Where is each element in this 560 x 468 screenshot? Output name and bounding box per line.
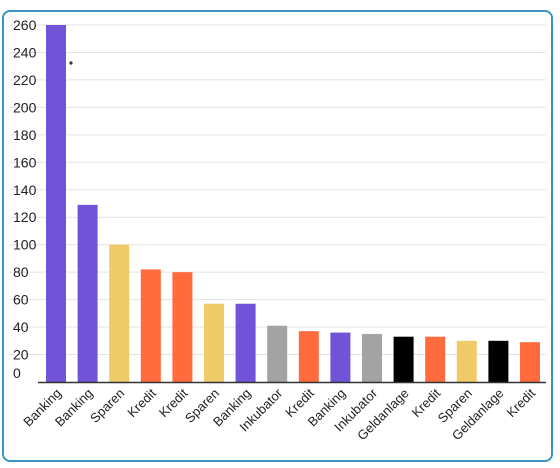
- y-axis-ticks: 0 20 40 60 80 100 120 140 160 180 200 220 240 260: [13, 17, 37, 381]
- y-tick-label: 0: [13, 365, 21, 381]
- bar-kredit: [140, 269, 161, 382]
- bar-geldanlage: [393, 336, 414, 382]
- bar-sparen: [204, 303, 224, 382]
- y-tick-label: 220: [13, 72, 37, 88]
- x-axis-labels: BankingBankingSparenKreditKreditSparenBa…: [20, 385, 538, 443]
- y-tick-label: 160: [13, 154, 37, 170]
- y-tick-label: 40: [13, 319, 29, 335]
- bar-sparen: [456, 340, 477, 382]
- y-tick-label: 100: [13, 237, 37, 253]
- bar-geldanlage: [488, 340, 509, 382]
- x-tick-label: Sparen: [87, 386, 127, 426]
- bars: [46, 25, 540, 382]
- bar-inkubator: [362, 333, 382, 382]
- gridlines: [10, 24, 546, 356]
- stray-dot: [69, 61, 73, 65]
- x-tick-label: Kredit: [503, 385, 538, 420]
- bar-sparen: [109, 244, 130, 382]
- bar-kredit: [520, 342, 540, 382]
- y-tick-label: 120: [13, 209, 37, 225]
- bar-banking: [77, 204, 98, 382]
- y-tick-label: 260: [13, 17, 37, 33]
- y-tick-label: 20: [13, 347, 29, 363]
- bar-kredit: [425, 336, 446, 382]
- x-tick-label: Kredit: [124, 385, 159, 420]
- y-tick-label: 80: [13, 264, 29, 280]
- bar-banking: [235, 303, 256, 382]
- y-tick-label: 200: [13, 99, 37, 115]
- y-tick-label: 140: [13, 182, 37, 198]
- y-tick-label: 60: [13, 292, 29, 308]
- y-tick-label: 240: [13, 44, 37, 60]
- bar-kredit: [298, 331, 319, 382]
- bar-banking: [46, 25, 66, 382]
- y-tick-label: 180: [13, 127, 37, 143]
- bar-kredit: [172, 272, 193, 382]
- bar-inkubator: [267, 325, 288, 382]
- bar-banking: [330, 332, 351, 382]
